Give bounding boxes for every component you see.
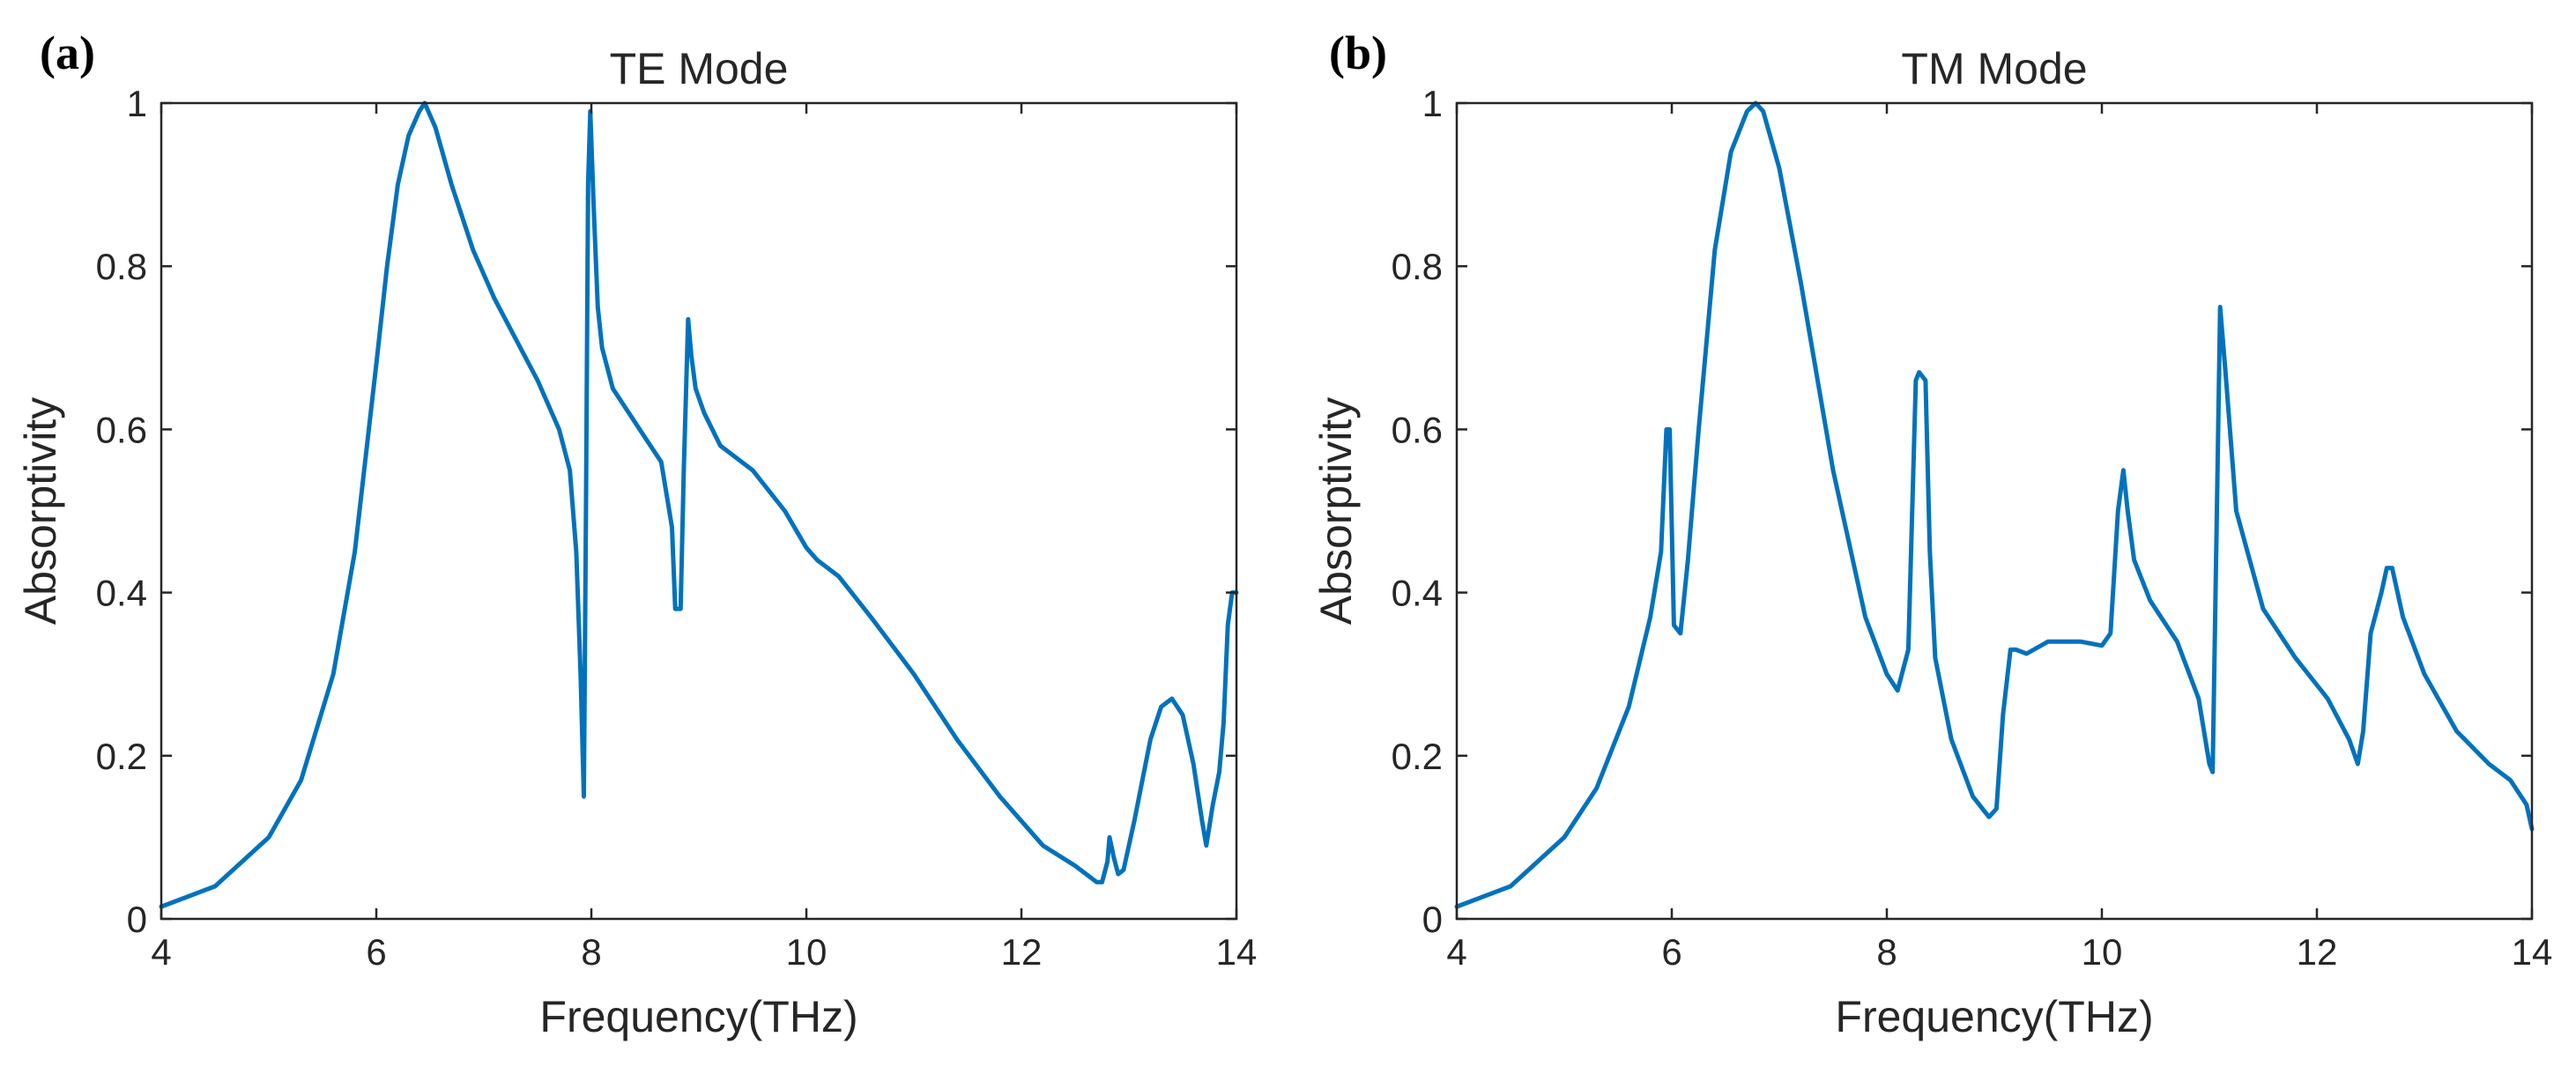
y-tick-label-a-4: 0.8 [96,246,147,287]
x-tick-label-b-5: 14 [2512,931,2553,973]
y-tick-label-b-2: 0.4 [1392,573,1443,614]
chart-title-b: TM Mode [1901,44,2087,93]
x-tick-label-b-3: 10 [2082,931,2123,973]
x-tick-label-b-2: 8 [1876,931,1897,973]
chart-title-a: TE Mode [610,44,789,93]
x-tick-label-a-0: 4 [151,931,171,973]
x-tick-label-a-4: 12 [1001,931,1043,973]
plot-frame-a [160,101,1238,921]
panel-label-a: (a) [40,26,95,79]
chart-panel-a: (a) TE Mode 4 6 8 10 12 14 0 0.2 0.4 0.6 0.8 1 Frequen… [16,26,1257,1041]
y-tick-label-a-0: 0 [127,899,147,940]
y-tick-label-a-5: 1 [127,83,147,124]
y-tick-label-b-4: 0.8 [1392,246,1443,287]
panel-label-b: (b) [1329,26,1387,79]
y-axis-label-b: Absorptivity [1311,397,1361,625]
series-line-b-0 [1454,100,2535,909]
y-tick-label-b-3: 0.6 [1392,409,1443,450]
x-tick-label-a-5: 14 [1216,931,1258,973]
y-tick-label-b-1: 0.2 [1392,736,1443,777]
y-tick-label-a-1: 0.2 [96,736,147,777]
x-tick-label-a-3: 10 [786,931,828,973]
x-tick-label-b-1: 6 [1661,931,1681,973]
chart-panel-b: (b) TM Mode 4 6 8 10 12 14 0 0.2 0.4 0.6 0.8 1 Frequen… [1311,26,2552,1041]
y-tick-label-a-2: 0.4 [96,573,147,614]
x-axis-label-a: Frequency(THz) [539,992,857,1041]
x-tick-label-a-2: 8 [581,931,601,973]
x-tick-label-b-0: 4 [1446,931,1466,973]
y-tick-label-a-3: 0.6 [96,409,147,450]
y-tick-label-b-5: 1 [1422,83,1443,124]
plot-frame-b [1455,101,2534,921]
y-axis-label-a: Absorptivity [16,397,65,625]
y-tick-label-b-0: 0 [1422,899,1443,940]
series-line-a-0 [159,100,1239,909]
x-tick-label-b-4: 12 [2297,931,2338,973]
x-tick-label-a-1: 6 [366,931,386,973]
x-axis-label-b: Frequency(THz) [1835,992,2153,1041]
